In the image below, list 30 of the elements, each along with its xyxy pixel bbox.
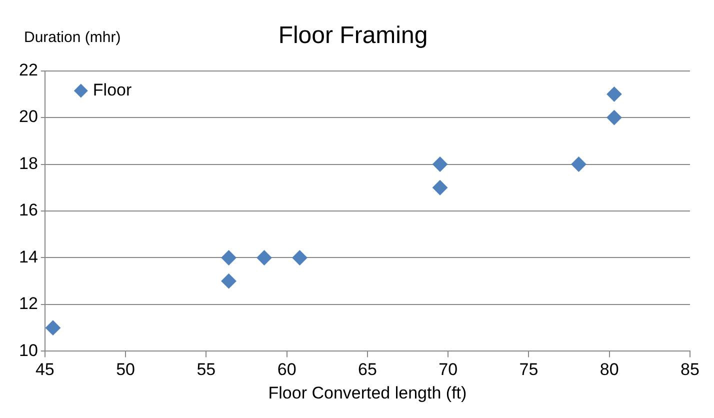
y-tick-label: 20 (18, 107, 38, 126)
x-tick-label: 80 (600, 360, 619, 380)
x-axis-title: Floor Converted length (ft) (268, 383, 467, 402)
x-tick-label: 45 (35, 360, 54, 380)
point (606, 86, 622, 102)
legend-label: Floor (92, 80, 132, 100)
y-tick-label: 10 (18, 340, 38, 360)
point (292, 250, 308, 266)
point (221, 274, 236, 289)
x-tick-label: 55 (196, 360, 216, 380)
x-tick-label: 70 (438, 360, 458, 380)
y-tick-label: 14 (18, 247, 38, 266)
point (571, 156, 586, 172)
y-tick-label: 22 (18, 60, 38, 80)
point (256, 250, 272, 266)
point (432, 156, 448, 172)
x-tick-label: 85 (680, 360, 700, 380)
point (606, 110, 622, 126)
x-tick-label: 60 (277, 360, 296, 380)
chart-title: Floor Framing (278, 22, 428, 50)
x-tick-label: 50 (116, 360, 136, 380)
y-tick-label: 16 (18, 200, 38, 220)
point (45, 320, 60, 336)
y-tick-label: 12 (18, 294, 38, 314)
y-tick-label: 18 (18, 154, 38, 173)
x-tick-label: 75 (519, 360, 538, 380)
y-axis-title: Duration (mhr) (24, 29, 121, 46)
x-tick-label: 65 (358, 360, 377, 380)
point (221, 250, 236, 266)
point (432, 180, 448, 196)
